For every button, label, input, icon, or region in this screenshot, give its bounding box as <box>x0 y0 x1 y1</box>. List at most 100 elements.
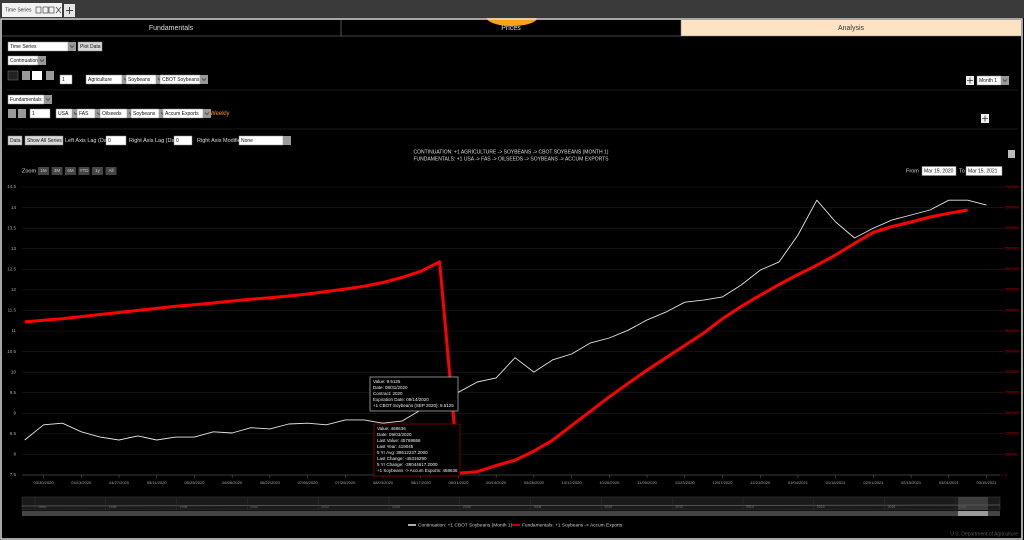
y-tick-label: 14 <box>11 205 17 210</box>
active-tab-bg <box>681 20 1021 36</box>
select-text: Continuation <box>10 58 38 64</box>
field-label: Right Axis Lag (Days) <box>129 138 182 144</box>
x-tick-label: 06/22/2020 <box>260 480 281 485</box>
navigator-year: 2006 <box>463 505 471 509</box>
handle[interactable] <box>487 18 537 26</box>
navigator-year: 2002 <box>321 505 329 509</box>
dropdown-arrow <box>1002 79 1008 82</box>
input[interactable] <box>921 166 957 176</box>
y-tick-label: 8.5 <box>10 431 17 436</box>
button[interactable] <box>77 41 103 52</box>
window-bar <box>0 0 1024 18</box>
zoom-button[interactable] <box>38 167 49 175</box>
x-tick-label: 09/28/2020 <box>524 480 545 485</box>
y2-tick-label: 15000000 <box>1005 411 1019 415</box>
tooltip-line: Contract: 2020 <box>373 391 403 396</box>
button-text: Data <box>10 138 21 144</box>
series-line <box>24 208 968 475</box>
navigator-year: 2000 <box>250 505 258 509</box>
y2-tick-label: 40000000 <box>1005 308 1019 312</box>
to-label: To <box>959 168 965 174</box>
nav-tab[interactable]: Fundamentals <box>149 25 194 32</box>
zoom-button[interactable] <box>78 167 90 175</box>
field-label: Left Axis Lag (Days) <box>65 138 114 144</box>
y2-tick-label: 65000000 <box>1005 205 1019 209</box>
tooltip-line: +1 CBOT Soybeans (SEP 2020): 9.5125 <box>373 403 454 408</box>
navigator-year: 2008 <box>534 505 542 509</box>
y2-tick-label: 60000000 <box>1005 226 1019 230</box>
credit: U.S. Department of Agriculture <box>950 531 1018 537</box>
y2-tick-label: 25000000 <box>1005 370 1019 374</box>
frame <box>0 18 1023 540</box>
x-tick-label: 03/30/2020 <box>34 480 55 485</box>
tooltip-line: Last Value: 45769866 <box>377 438 421 443</box>
select-text: Accum Exports <box>165 111 199 117</box>
input-text: 1 <box>32 111 35 117</box>
nav-tab[interactable]: Analysis <box>838 25 865 32</box>
x-tick-label: 05/11/2020 <box>147 480 167 485</box>
input[interactable] <box>965 166 1003 176</box>
dropdown-arrow <box>45 98 51 101</box>
dropdown-arrow <box>204 112 210 115</box>
legend-label[interactable]: Continuation: +1 CBOT Soybeans (Month 1) <box>418 522 513 528</box>
input[interactable] <box>105 135 127 146</box>
navigator-window[interactable] <box>958 497 988 510</box>
tab-icons <box>35 6 62 14</box>
button-text: Plot Data <box>80 44 101 50</box>
select-text: USA <box>58 111 69 117</box>
dropdown-arrow-box <box>38 56 46 65</box>
tooltip-line: 5 Yr Change: -38044617.2000 <box>377 462 438 467</box>
nav-tab[interactable]: Prices <box>501 25 521 32</box>
navigator-year: 1994 <box>38 505 46 509</box>
x-tick-label: 12/07/2020 <box>712 480 733 485</box>
zoom-button-text: YTD <box>80 168 90 173</box>
x-tick-label: 02/15/2021 <box>901 480 922 485</box>
tooltip-line: Expiration Date: 09/14/2020 <box>373 397 429 402</box>
navigator-series <box>21 504 1001 507</box>
from-label: From <box>906 168 919 174</box>
input[interactable] <box>173 135 193 146</box>
input-text: Mar 15, 2020 <box>924 168 954 174</box>
dropdown-arrow-box <box>203 109 211 118</box>
dropdown-arrow <box>69 45 75 48</box>
x-tick-label: 08/31/2020 <box>448 480 469 485</box>
button[interactable] <box>24 135 64 146</box>
frequency-label: Weekly <box>210 111 230 117</box>
dropdown-arrow <box>39 59 45 62</box>
y2-tick-label: 30000000 <box>1005 349 1019 353</box>
tooltip-line: Last Change: -45316290 <box>377 456 427 461</box>
zoom-button-text: 1y <box>95 168 101 173</box>
input[interactable] <box>29 108 51 119</box>
navigator-year: 1998 <box>180 505 188 509</box>
button[interactable] <box>7 135 23 146</box>
button-text: Show All Series <box>27 138 62 144</box>
y2-tick-label: 70000000 <box>1005 185 1019 189</box>
x-tick-label: 03/15/2021 <box>977 480 998 485</box>
y2-tick-label: 10000000 <box>1005 432 1019 436</box>
decor-boxes <box>7 70 1015 158</box>
input[interactable] <box>59 74 73 85</box>
x-tick-label: 08/03/2020 <box>373 480 394 485</box>
zoom-button[interactable] <box>105 167 117 175</box>
zoom-button[interactable] <box>51 167 63 175</box>
x-tick-label: 05/25/2020 <box>184 480 205 485</box>
zoom-button[interactable] <box>65 167 76 175</box>
navigator-year: 2016 <box>817 505 825 509</box>
zoom-button[interactable] <box>92 167 103 175</box>
chart-subtitle: FUNDAMENTALS: +1 USA -> FAS -> OILSEEDS … <box>413 156 609 162</box>
select-text: Soybeans <box>128 77 151 83</box>
zoom-button-text: All <box>108 168 113 173</box>
navigator-year: 2004 <box>392 505 400 509</box>
legend-label[interactable]: Fundamentals: +1 Soybeans -> Accum Expor… <box>522 522 623 528</box>
tooltip-line: Value: 468636 <box>377 426 406 431</box>
scrollbar[interactable] <box>22 511 1000 516</box>
tab[interactable] <box>2 3 62 17</box>
y-tick-label: 12 <box>11 287 17 292</box>
chart-title: CONTINUATION: +1 AGRICULTURE -> SOYBEANS… <box>414 149 609 155</box>
zoom-label: Zoom <box>22 168 36 174</box>
scrollbar-thumb[interactable] <box>958 511 988 516</box>
y-tick-label: 7.5 <box>10 472 17 477</box>
x-tick-label: 09/14/2020 <box>486 480 507 485</box>
dropdown-arrow-box <box>68 42 76 51</box>
